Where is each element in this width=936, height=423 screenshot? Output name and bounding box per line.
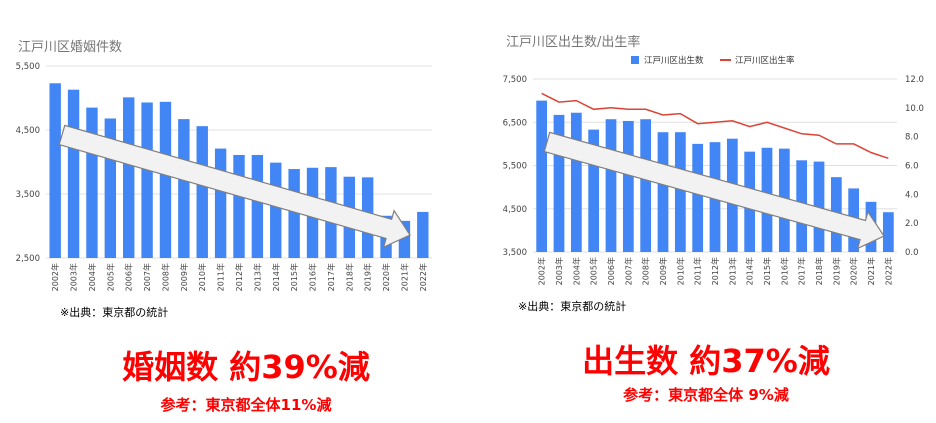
x-tick-label: 2007年 xyxy=(623,257,633,285)
legend-bar-swatch xyxy=(631,56,639,64)
x-tick-label: 2012年 xyxy=(710,257,720,285)
x-tick-label: 2013年 xyxy=(727,257,737,285)
right-subline: 参考：東京都全体 9%減 xyxy=(556,384,856,405)
x-tick-label: 2018年 xyxy=(814,257,824,285)
x-tick-label: 2004年 xyxy=(571,257,581,285)
bar xyxy=(571,113,582,252)
left-source-note: ※出典：東京都の統計 xyxy=(60,304,168,320)
bar xyxy=(692,144,703,252)
x-tick-label: 2022年 xyxy=(883,257,893,285)
x-tick-label: 2014年 xyxy=(745,257,755,285)
y-tick-label: 6,500 xyxy=(503,118,527,128)
x-tick-label: 2006年 xyxy=(606,257,616,285)
x-tick-label: 2008年 xyxy=(641,257,651,285)
y2-tick-label: 8.0 xyxy=(905,133,919,143)
y-tick-label: 7,500 xyxy=(503,75,527,85)
bar xyxy=(606,119,617,252)
bar xyxy=(675,132,686,252)
x-tick-label: 2003年 xyxy=(554,257,564,285)
x-tick-label: 2019年 xyxy=(831,257,841,285)
x-tick-label: 2009年 xyxy=(658,257,668,285)
left-headline: 婚姻数 約39%減 xyxy=(96,342,396,388)
x-tick-label: 2010年 xyxy=(675,257,685,285)
y2-tick-label: 0.0 xyxy=(905,248,919,258)
y2-tick-label: 6.0 xyxy=(905,162,919,172)
right-source-note: ※出典：東京都の統計 xyxy=(518,298,626,314)
y2-tick-label: 4.0 xyxy=(905,190,919,200)
x-tick-label: 2020年 xyxy=(849,257,859,285)
right-headline: 出生数 約37%減 xyxy=(556,336,856,382)
legend-label: 江戸川区出生率 xyxy=(735,55,795,66)
y-tick-label: 4,500 xyxy=(503,205,527,215)
bar xyxy=(623,121,634,252)
y2-tick-label: 2.0 xyxy=(905,219,919,229)
x-tick-label: 2005年 xyxy=(589,257,599,285)
x-tick-label: 2002年 xyxy=(537,257,547,285)
bar xyxy=(883,212,894,252)
y2-tick-label: 10.0 xyxy=(905,104,924,114)
y-tick-label: 3,500 xyxy=(503,248,527,258)
birth-chart: 3,500 4,500 5,500 6,500 7,500 2002年 2003年 2004年… xyxy=(0,0,936,300)
x-tick-label: 2017年 xyxy=(797,257,807,285)
bar xyxy=(536,101,547,252)
y2-tick-label: 12.0 xyxy=(905,75,924,85)
y-tick-label: 5,500 xyxy=(503,162,527,172)
legend-label: 江戸川区出生数 xyxy=(644,55,704,66)
x-tick-label: 2015年 xyxy=(762,257,772,285)
x-tick-label: 2016年 xyxy=(779,257,789,285)
left-subline: 参考：東京都全体11%減 xyxy=(96,394,396,415)
x-tick-label: 2011年 xyxy=(693,257,703,285)
bar xyxy=(658,132,669,252)
bar xyxy=(640,119,651,252)
x-tick-label: 2021年 xyxy=(866,257,876,285)
